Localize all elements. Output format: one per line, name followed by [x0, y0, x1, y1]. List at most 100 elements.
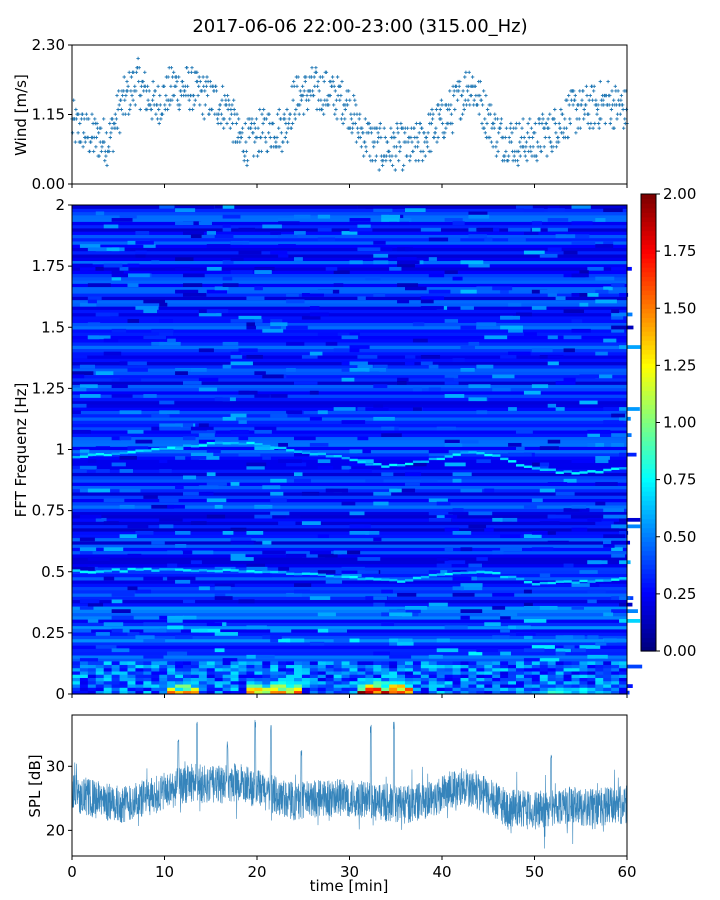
spectrogram-low-cell	[539, 687, 549, 692]
spectrogram-cell	[135, 253, 146, 258]
spectrogram-low-cell	[230, 680, 239, 685]
spectrogram-row	[72, 609, 627, 614]
spectrogram-low-cell	[230, 684, 239, 688]
spectrogram-cell	[206, 472, 216, 477]
spectrogram-cell	[349, 511, 365, 516]
spectrogram-cell	[444, 514, 458, 519]
spectrogram-cell	[341, 570, 365, 574]
spectrogram-cell	[492, 387, 511, 392]
spectrogram-ridge-cell	[246, 570, 255, 573]
spectrogram-cell	[405, 361, 415, 366]
spectrogram-cell	[460, 439, 479, 444]
spectrogram-low-cell	[325, 680, 334, 685]
spectrogram-cell	[452, 586, 464, 591]
spectrogram-cell	[444, 270, 458, 274]
spectrogram-low-cell	[309, 690, 319, 695]
spectrogram-low-cell	[420, 664, 430, 669]
spectrogram-cell	[79, 266, 96, 271]
spectrogram-cell	[206, 231, 216, 235]
spectrogram-cell	[484, 527, 494, 532]
spectrogram-ridge-cell	[468, 571, 477, 574]
spectrogram-row	[72, 619, 627, 623]
spectrogram-cell	[460, 325, 477, 330]
spectrogram-low-cell	[278, 687, 287, 692]
wind-y-tick-label: 2.30	[32, 36, 65, 54]
colorbar-step	[641, 299, 656, 305]
spectrogram-low-cell	[317, 677, 327, 682]
colorbar-step	[641, 463, 656, 469]
spectrogram-row	[72, 635, 627, 640]
spectrogram-low-cell	[183, 661, 192, 665]
spectrogram-cell	[135, 531, 154, 535]
spectrogram-ridge-cell	[183, 569, 192, 572]
spectrogram-y-tick-label: 0	[55, 685, 65, 703]
spectrogram-low-cell	[333, 680, 342, 685]
colorbar-step	[641, 555, 656, 561]
spectrogram-low-cell	[190, 671, 200, 675]
spectrogram-cell	[341, 465, 352, 470]
spectrogram-cell	[72, 371, 94, 376]
spectrogram-cell	[246, 296, 265, 301]
spectrogram-low-cell	[555, 674, 564, 678]
colorbar-step	[641, 459, 656, 465]
spectrogram-ridge-cell	[547, 468, 556, 471]
spectrogram-low-cell	[333, 677, 342, 682]
spectrogram-cell	[254, 446, 275, 450]
spectrogram-low-cell	[278, 674, 287, 678]
spectrogram-ridge-cell	[444, 455, 453, 458]
spectrogram-cell	[238, 599, 255, 604]
spectrogram-cell	[167, 651, 184, 656]
spectrogram-cell	[611, 328, 625, 333]
spectrogram-cell	[175, 485, 184, 490]
spectrogram-cell	[127, 446, 149, 450]
spectrogram-cell	[111, 609, 131, 613]
colorbar-tick-label: 1.25	[663, 356, 696, 374]
spectrogram-low-cell	[523, 690, 533, 695]
spectrogram-cell	[294, 436, 316, 441]
spectrogram-cell	[365, 276, 381, 281]
spectrogram-cell	[309, 416, 322, 421]
spectrogram-cell	[373, 240, 386, 245]
spectrogram-row	[72, 540, 627, 545]
colorbar-tick-label: 1.75	[663, 242, 696, 260]
spectrogram-ridge-cell	[357, 460, 366, 464]
spectrogram-low-cell	[476, 677, 485, 682]
spectrogram-low-cell	[595, 690, 604, 695]
spectrogram-cell	[452, 592, 475, 597]
spectrogram-cell	[127, 429, 144, 434]
spectrogram-low-cell	[143, 690, 152, 695]
spectrogram-low-cell	[468, 687, 477, 692]
spectrogram-low-cell	[539, 677, 549, 682]
colorbar-axis: 0.000.250.500.751.001.251.501.752.00	[656, 185, 696, 660]
spectrogram-low-cell	[531, 664, 541, 669]
spectrogram-cell	[111, 276, 122, 281]
colorbar-step	[641, 646, 656, 652]
spectrogram-cell	[531, 384, 549, 389]
spectrogram-cell	[571, 273, 589, 278]
spectrogram-cell	[190, 628, 208, 633]
spectrogram-cell	[547, 247, 562, 252]
spectrogram-low-cell	[571, 684, 580, 688]
spectrogram-low-cell	[420, 684, 430, 688]
spectrogram-cell	[531, 289, 548, 294]
spectrogram-low-cell	[531, 690, 541, 695]
spectrogram-low-cell	[183, 671, 192, 675]
colorbar-tick-label: 1.50	[663, 299, 696, 317]
spectrogram-cell	[516, 429, 533, 434]
spectrogram-low-cell	[270, 690, 279, 695]
spectrogram-cell	[357, 224, 371, 229]
colorbar-step	[641, 271, 656, 277]
colorbar-step	[641, 399, 656, 405]
spectrogram-low-cell	[214, 664, 223, 669]
spectrogram-row	[72, 596, 627, 601]
spectrogram-row	[72, 429, 627, 434]
spectrogram-cell	[381, 214, 401, 219]
spectrogram-cell	[373, 491, 392, 496]
spectrogram-row	[72, 586, 627, 591]
spectrogram-low-cell	[587, 671, 596, 675]
spectrogram-row	[72, 628, 627, 633]
spl-x-tick-label: 40	[432, 863, 451, 881]
spectrogram-low-cell	[579, 690, 588, 695]
spectrogram-cell	[222, 341, 239, 346]
spectrogram-low-cell	[428, 677, 438, 682]
